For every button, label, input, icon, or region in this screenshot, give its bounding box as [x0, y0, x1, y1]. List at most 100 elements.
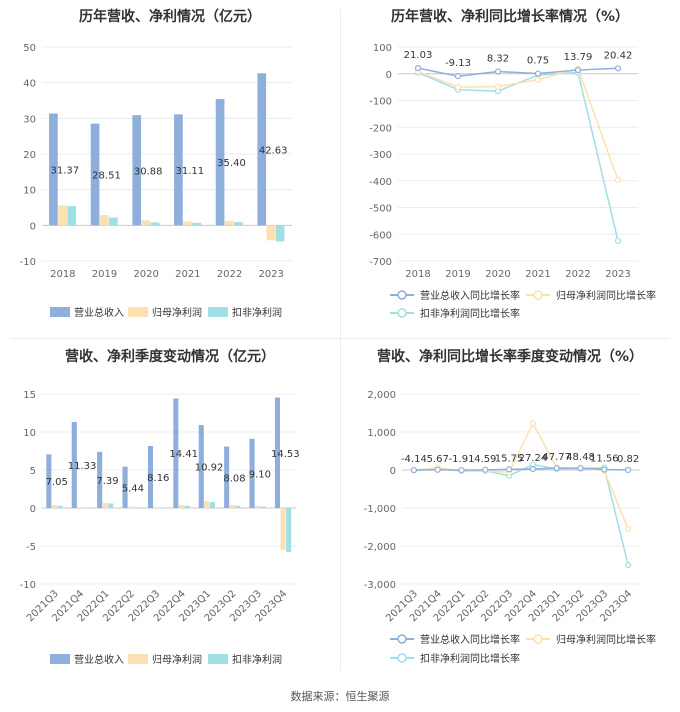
y-tick-label: -200	[369, 123, 392, 134]
legend-label: 归母净利润同比增长率	[556, 289, 656, 302]
y-tick-label: -3,000	[364, 580, 396, 591]
bar	[159, 508, 165, 509]
bar-value-label: 7.39	[96, 476, 118, 487]
data-point	[614, 237, 622, 245]
series-line	[417, 67, 619, 181]
bar	[198, 425, 204, 508]
bar	[71, 421, 77, 508]
x-tick-label: 2021	[175, 269, 200, 280]
bar-value-label: 14.53	[271, 449, 300, 460]
data-value-label: 20.42	[604, 50, 633, 61]
bar	[235, 505, 241, 508]
bar-value-label: 30.88	[134, 166, 163, 177]
bar-value-label: 7.05	[46, 477, 68, 488]
chart-title: 历年营收、净利同比增长率情况（%）	[390, 9, 630, 25]
legend-label: 扣非净利润	[232, 653, 282, 666]
legend-label: 营业总收入同比增长率	[420, 633, 520, 646]
legend-label: 扣非净利润同比增长率	[420, 307, 520, 320]
x-tick-label: 2022	[217, 269, 242, 280]
legend-label: 归母净利润	[152, 653, 202, 666]
legend-swatch-marker	[397, 653, 407, 663]
chart-title: 营收、净利季度变动情况（亿元）	[65, 349, 275, 365]
legend-swatch	[208, 654, 228, 664]
bar	[234, 222, 243, 226]
data-point	[614, 65, 622, 72]
bar	[58, 205, 67, 226]
legend-swatch	[50, 307, 70, 317]
data-value-label: 13.79	[564, 52, 593, 63]
y-tick-label: -700	[369, 257, 392, 268]
chart-canvas: -10 0 10 20 30 40 50 31.37 28.51 30.88 31.11 35.40 4…	[20, 43, 292, 319]
bar	[133, 507, 139, 508]
bar	[224, 220, 234, 226]
legend-swatch-marker	[397, 290, 407, 300]
y-tick-label: 15	[23, 390, 36, 401]
bar	[173, 398, 179, 508]
data-point	[574, 66, 582, 74]
data-point	[553, 465, 560, 472]
x-tick-label: 2019	[92, 269, 117, 280]
bar	[184, 505, 190, 508]
series-line	[413, 463, 629, 566]
y-tick-label: -600	[369, 230, 392, 241]
y-tick-label: 0	[30, 221, 36, 232]
data-point	[414, 65, 422, 72]
data-value-label: 0.82	[617, 454, 639, 465]
bar	[174, 114, 183, 226]
data-point	[454, 84, 462, 91]
bar-value-label: 11.33	[68, 461, 97, 472]
data-point	[494, 68, 502, 75]
legend-swatch	[208, 307, 228, 317]
y-tick-label: -5	[26, 542, 36, 553]
y-tick-label: -300	[369, 150, 392, 161]
data-point	[577, 465, 584, 472]
bar	[224, 446, 230, 508]
legend-swatch	[128, 654, 148, 664]
y-tick-label: -400	[369, 177, 392, 188]
bar-value-label: 28.51	[92, 170, 121, 181]
data-value-label: 48.48	[566, 452, 595, 463]
bar-value-label: 31.11	[176, 166, 205, 177]
bar-value-label: 35.40	[217, 158, 246, 169]
data-point	[625, 466, 632, 474]
legend-swatch	[128, 307, 148, 317]
data-value-label: -4.14	[401, 454, 427, 465]
data-point	[529, 465, 536, 473]
legend-label: 扣非净利润同比增长率	[420, 652, 520, 665]
bar	[260, 506, 266, 508]
bar	[266, 225, 276, 241]
bar	[108, 503, 114, 508]
data-point	[410, 467, 418, 474]
data-value-label: 15.75	[495, 453, 524, 464]
data-value-label: 8.32	[487, 54, 509, 65]
data-value-label: 27.24	[519, 453, 548, 464]
chart-title: 营收、净利同比增长率季度变动情况（%）	[376, 349, 644, 365]
data-point	[601, 466, 608, 473]
bar	[286, 508, 292, 553]
legend-swatch-marker	[397, 634, 407, 644]
y-tick-label: 0	[30, 504, 36, 515]
data-value-label: 0.75	[527, 56, 549, 67]
bar	[46, 454, 52, 508]
y-tick-label: 0	[390, 466, 396, 477]
data-value-label: -9.13	[445, 58, 471, 69]
bar	[122, 466, 128, 508]
y-tick-label: 10	[23, 186, 36, 197]
bar	[128, 506, 134, 508]
series-line	[413, 467, 629, 471]
series-line	[413, 421, 629, 530]
data-point	[482, 466, 489, 473]
bar	[97, 451, 103, 508]
data-point	[458, 466, 465, 474]
legend-swatch-marker	[397, 308, 407, 318]
bar-value-label: 9.10	[249, 469, 271, 480]
data-value-label: -1.91	[449, 454, 475, 465]
quarterly-revenue-profit-chart: 营收、净利季度变动情况（亿元） -10 -5 0 5 10 15 7.05 11.33 7.39…	[0, 338, 340, 683]
bar	[51, 504, 57, 508]
bar	[255, 505, 261, 508]
bar	[141, 220, 151, 226]
y-tick-label: 20	[23, 150, 36, 161]
bar	[183, 221, 192, 226]
bar	[109, 217, 118, 226]
